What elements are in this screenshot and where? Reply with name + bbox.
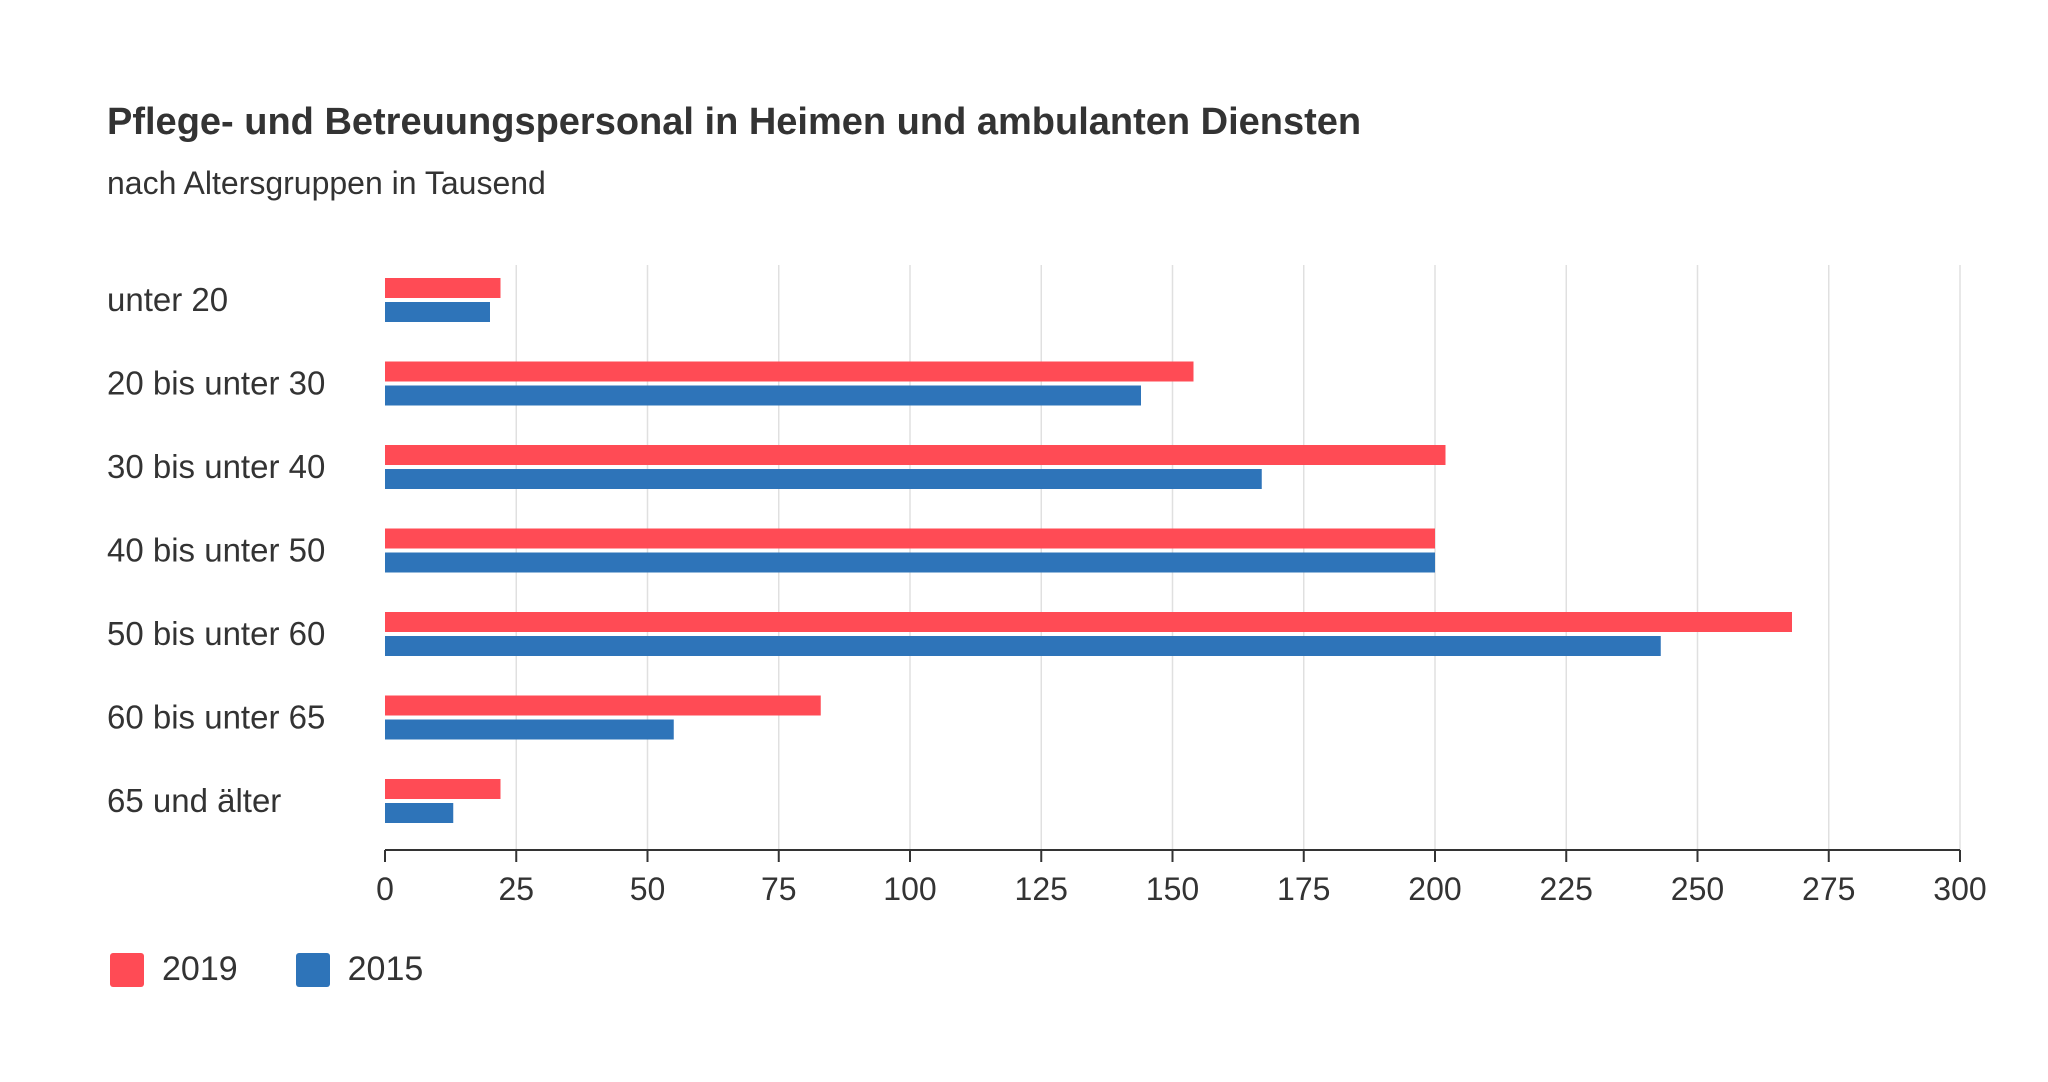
x-tick-label: 50 xyxy=(630,871,666,907)
bars xyxy=(385,278,1792,823)
x-tick-label: 200 xyxy=(1408,871,1461,907)
bar-2015[interactable] xyxy=(385,636,1661,656)
x-tick-label: 150 xyxy=(1146,871,1199,907)
x-tick-label: 250 xyxy=(1671,871,1724,907)
x-tick-label: 0 xyxy=(376,871,394,907)
x-tick-label: 300 xyxy=(1933,871,1986,907)
x-tick-label: 100 xyxy=(883,871,936,907)
category-label: unter 20 xyxy=(107,281,228,318)
x-tick-label: 125 xyxy=(1015,871,1068,907)
bar-2019[interactable] xyxy=(385,361,1194,382)
category-label: 65 und älter xyxy=(107,782,281,819)
x-tick-label: 75 xyxy=(761,871,797,907)
legend-swatch-2015 xyxy=(295,952,330,987)
bar-2019[interactable] xyxy=(385,278,501,298)
bar-2015[interactable] xyxy=(385,552,1435,573)
category-labels: unter 20 20 bis unter 30 30 bis unter 40 40… xyxy=(107,281,325,819)
legend-item-2019[interactable]: 2019 xyxy=(110,950,238,989)
bar-2015[interactable] xyxy=(385,469,1262,489)
x-tick-label: 25 xyxy=(498,871,534,907)
legend-item-2015[interactable]: 2015 xyxy=(295,950,424,989)
chart-subtitle: nach Altersgruppen in Tausend xyxy=(107,165,546,201)
bar-2015[interactable] xyxy=(385,719,674,740)
x-axis: 0 25 50 75 100 125 150 175 200 225 250 275 300 xyxy=(376,849,1987,907)
x-tick-label: 275 xyxy=(1802,871,1855,907)
category-label: 50 bis unter 60 xyxy=(107,615,325,652)
legend-label-2019: 2019 xyxy=(162,950,238,988)
x-tick-label: 175 xyxy=(1277,871,1330,907)
x-tick-label: 225 xyxy=(1540,871,1593,907)
bar-2019[interactable] xyxy=(385,695,821,716)
bar-2015[interactable] xyxy=(385,302,490,322)
bar-2015[interactable] xyxy=(385,803,454,823)
chart-title: Pflege- und Betreuungspersonal in Heimen… xyxy=(107,101,1362,143)
bar-2019[interactable] xyxy=(385,445,1446,465)
legend-swatch-2019 xyxy=(110,952,144,987)
bar-2019[interactable] xyxy=(385,528,1435,549)
legend: 2019 2015 xyxy=(110,950,481,989)
category-label: 60 bis unter 65 xyxy=(107,699,325,736)
bar-2019[interactable] xyxy=(385,779,501,799)
legend-label-2015: 2015 xyxy=(347,950,424,988)
bar-2019[interactable] xyxy=(385,612,1792,632)
category-label: 40 bis unter 50 xyxy=(107,532,325,569)
category-label: 20 bis unter 30 xyxy=(107,365,325,402)
category-label: 30 bis unter 40 xyxy=(107,448,325,485)
bar-2015[interactable] xyxy=(385,385,1141,406)
